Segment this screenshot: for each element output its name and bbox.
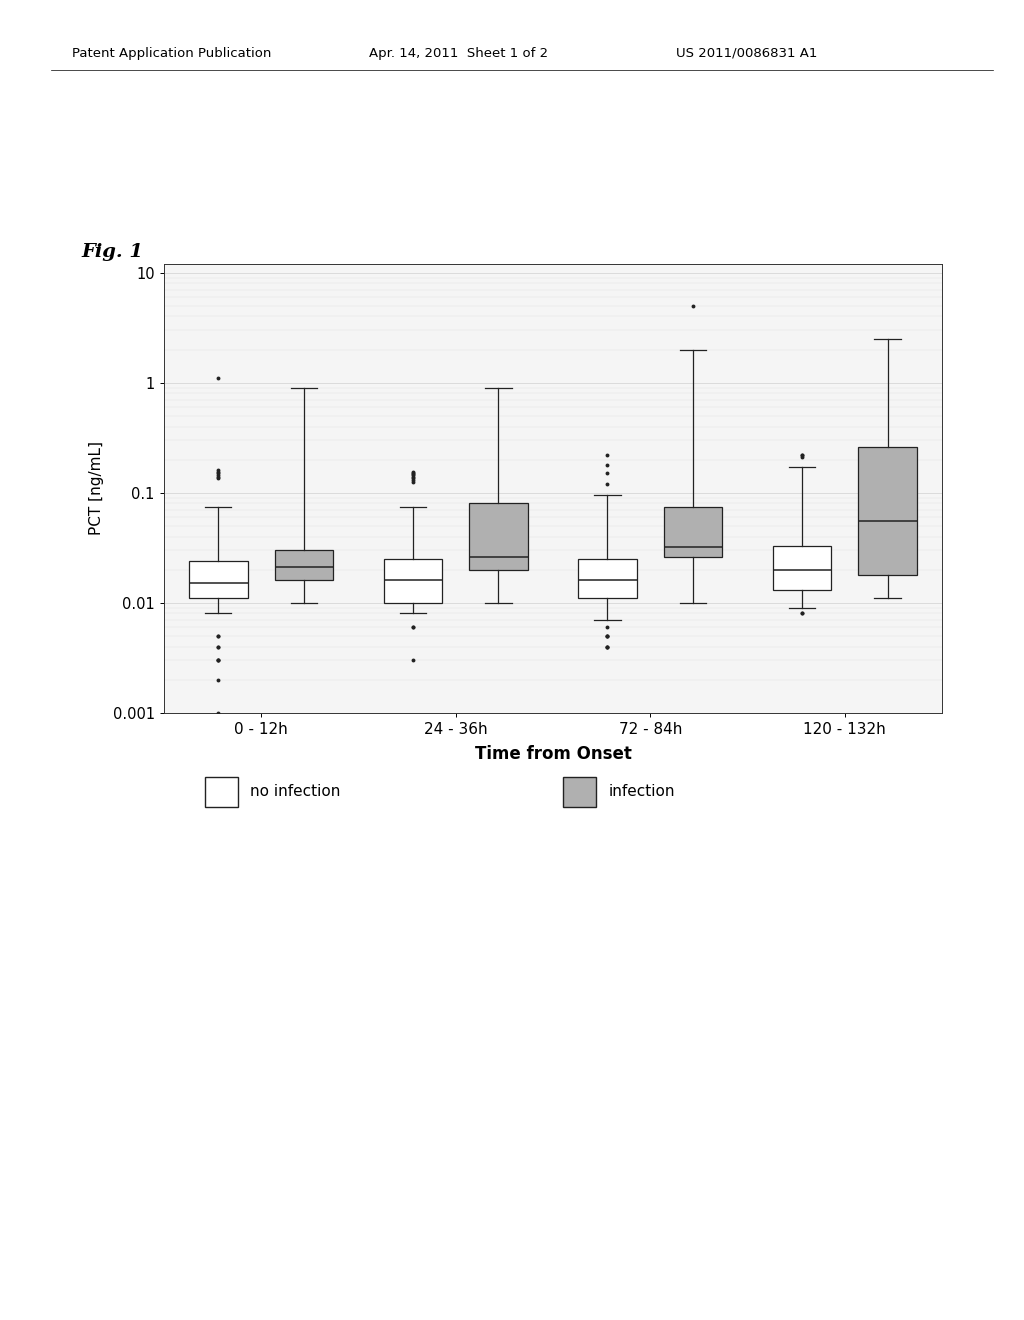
Y-axis label: PCT [ng/mL]: PCT [ng/mL]	[89, 441, 104, 536]
Text: US 2011/0086831 A1: US 2011/0086831 A1	[676, 46, 817, 59]
Bar	[773, 545, 831, 590]
Text: Apr. 14, 2011  Sheet 1 of 2: Apr. 14, 2011 Sheet 1 of 2	[369, 46, 548, 59]
Bar	[858, 447, 916, 574]
Text: Fig. 1: Fig. 1	[82, 243, 144, 261]
Bar	[384, 558, 442, 603]
Text: Patent Application Publication: Patent Application Publication	[72, 46, 271, 59]
Bar	[189, 561, 248, 598]
Bar	[579, 558, 637, 598]
Bar	[664, 507, 722, 557]
Bar	[274, 550, 333, 581]
Text: infection: infection	[608, 784, 675, 800]
X-axis label: Time from Onset: Time from Onset	[474, 746, 632, 763]
Bar	[469, 503, 527, 570]
Text: no infection: no infection	[250, 784, 340, 800]
